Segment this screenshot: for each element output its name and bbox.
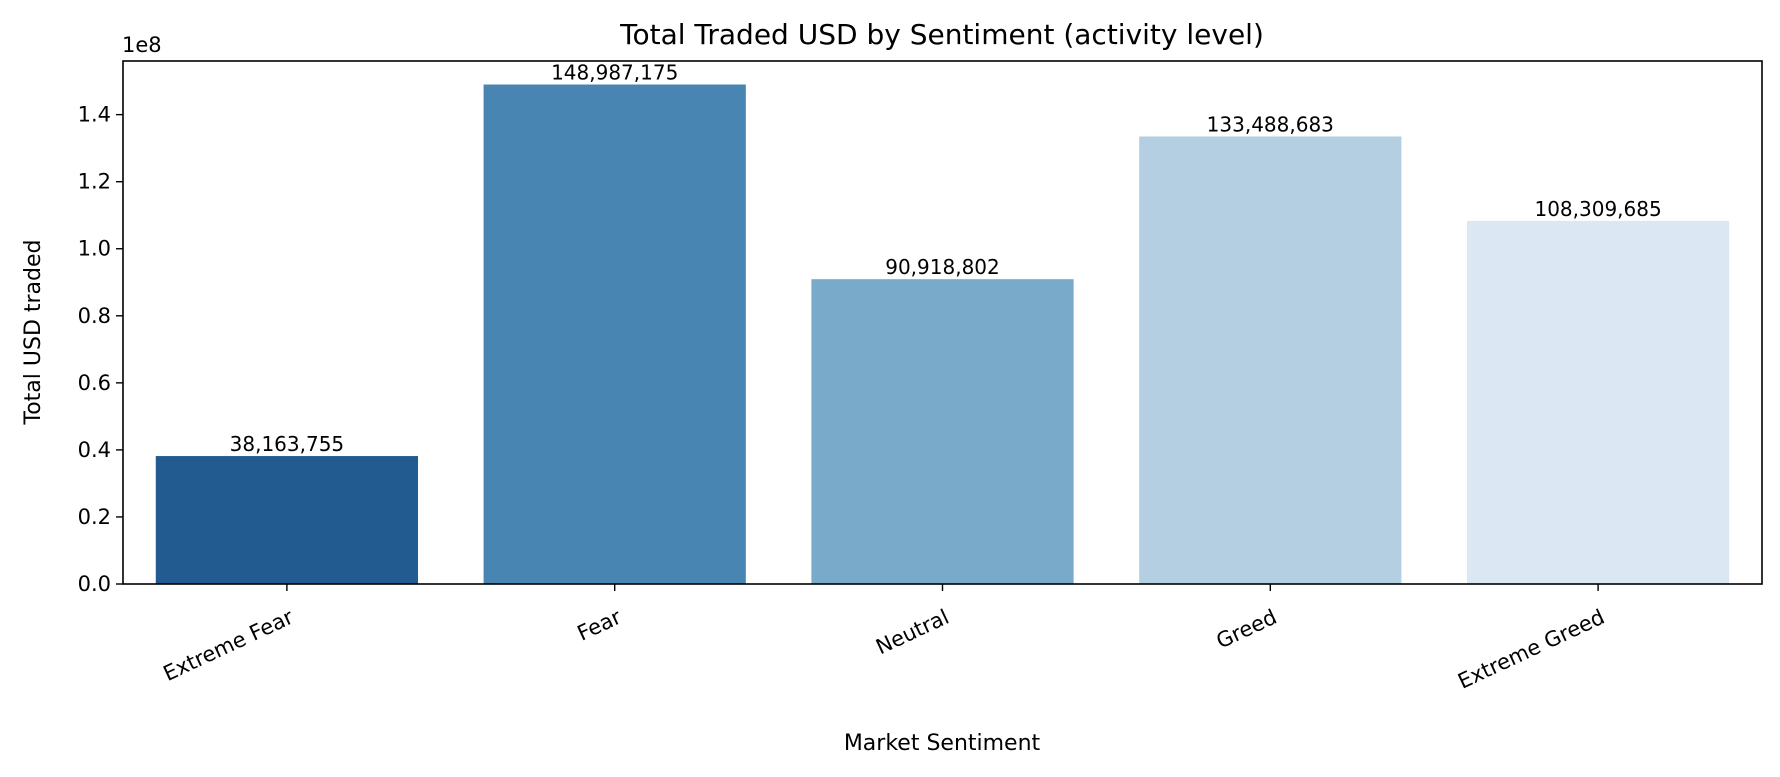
bar-value-label: 108,309,685 xyxy=(1534,197,1661,221)
bar-fear xyxy=(483,84,746,584)
y-axis-label: Total USD traded xyxy=(21,240,46,426)
x-tick-label: Fear xyxy=(574,605,626,646)
y-tick-label: 0.2 xyxy=(78,505,111,529)
y-tick-label: 0.6 xyxy=(78,371,111,395)
x-tick-label: Extreme Fear xyxy=(160,605,298,686)
bar-greed xyxy=(1139,136,1402,584)
y-tick-label: 0.0 xyxy=(78,572,111,596)
bar-value-label: 90,918,802 xyxy=(885,255,1000,279)
chart-title: Total Traded USD by Sentiment (activity … xyxy=(619,18,1264,51)
y-tick-label: 0.4 xyxy=(78,438,111,462)
bar-value-label: 38,163,755 xyxy=(230,432,345,456)
x-axis-label: Market Sentiment xyxy=(844,731,1041,756)
bar-value-label: 148,987,175 xyxy=(551,61,678,85)
y-axis-offset-label: 1e8 xyxy=(122,33,162,57)
y-tick-label: 1.0 xyxy=(78,237,111,261)
x-tick-label: Greed xyxy=(1213,605,1281,654)
bar-value-label: 133,488,683 xyxy=(1207,112,1334,136)
y-tick-label: 1.4 xyxy=(78,103,111,127)
plot-area: 38,163,755 148,987,175 90,918,802 133,488,6… xyxy=(78,60,1763,694)
bar-extreme-greed xyxy=(1466,220,1730,585)
y-tick-label: 0.8 xyxy=(78,304,111,328)
bar-neutral xyxy=(811,279,1074,584)
x-tick-label: Neutral xyxy=(872,605,952,660)
bar-extreme-fear xyxy=(155,456,419,584)
x-tick-label: Extreme Greed xyxy=(1454,605,1608,694)
y-tick-label: 1.2 xyxy=(78,170,111,194)
